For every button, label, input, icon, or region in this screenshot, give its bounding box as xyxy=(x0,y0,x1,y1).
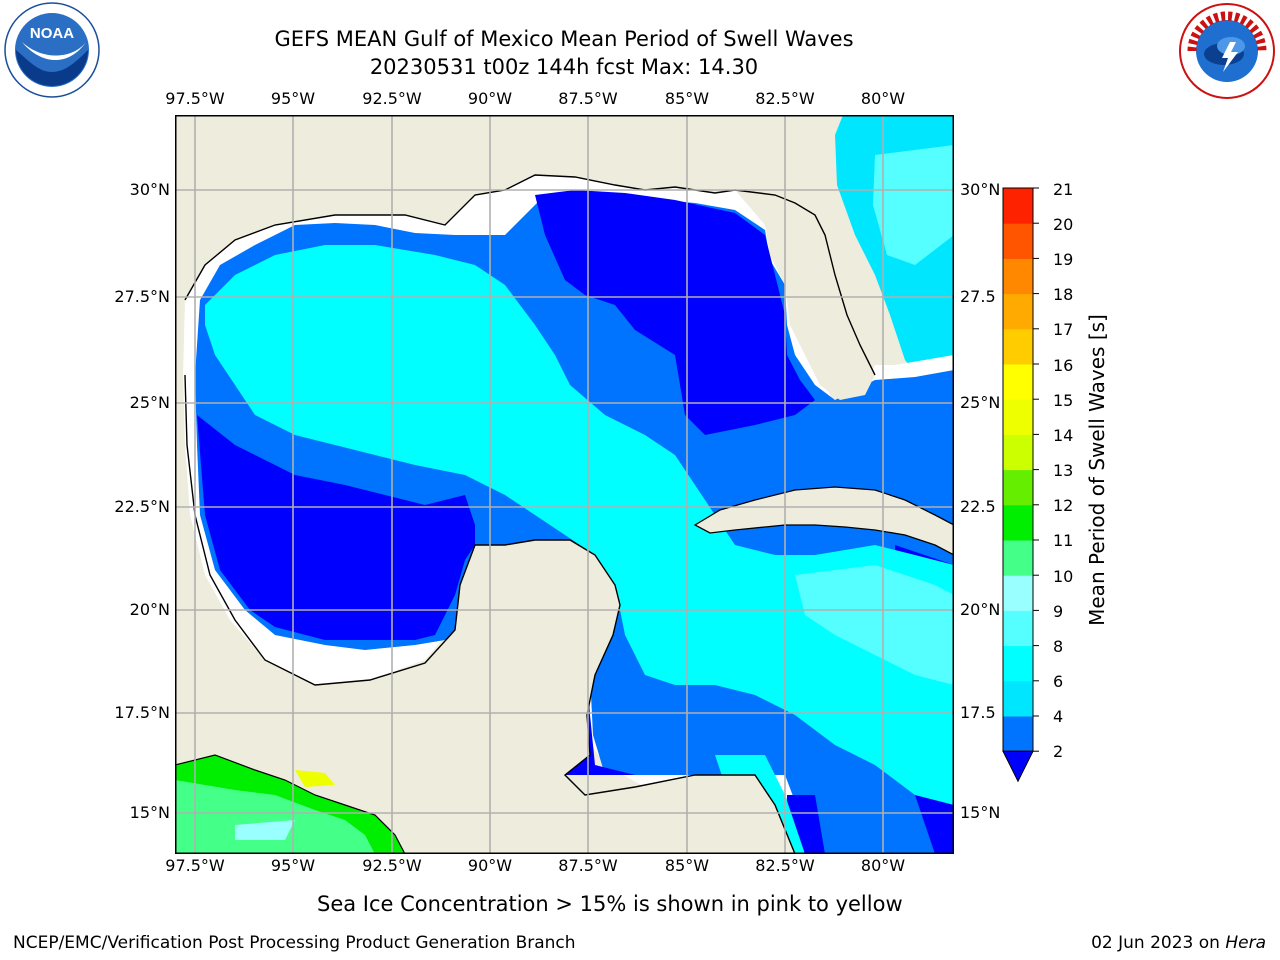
colorbar-tick-label: 15 xyxy=(1053,391,1074,410)
water-field-6-8 xyxy=(795,565,954,685)
lon-label-bottom: 80°W xyxy=(860,856,906,875)
colorbar-tick-label: 20 xyxy=(1053,215,1074,234)
water-field-under-2-east xyxy=(535,190,815,435)
colorbar-under-triangle xyxy=(1002,750,1034,783)
colorbar-tick-label: 17 xyxy=(1053,320,1074,339)
colorbar-band xyxy=(1003,434,1033,471)
colorbar-graphic xyxy=(1002,187,1039,783)
lon-label-top: 92.5°W xyxy=(362,89,422,108)
pacific-field-light xyxy=(175,780,375,854)
lon-label-top: 95°W xyxy=(270,89,316,108)
atlantic-field-light xyxy=(873,145,954,265)
lat-label-left: 15°N xyxy=(129,803,170,822)
land-florida xyxy=(735,190,875,400)
colorbar-tick-label: 8 xyxy=(1053,637,1064,656)
pacific-field-yellow xyxy=(295,770,335,787)
lon-label-top: 82.5°W xyxy=(755,89,815,108)
colorbar-band xyxy=(1003,188,1033,224)
colorbar-band xyxy=(1003,645,1033,682)
colorbar-tick-label: 12 xyxy=(1053,496,1074,515)
lon-label-bottom: 97.5°W xyxy=(165,856,225,875)
map-frame xyxy=(175,115,954,854)
coastline-south xyxy=(184,374,796,854)
footer-organization: NCEP/EMC/Verification Post Processing Pr… xyxy=(13,933,576,953)
lon-label-top: 87.5°W xyxy=(558,89,618,108)
chart-title: GEFS MEAN Gulf of Mexico Mean Period of … xyxy=(274,27,854,51)
colorbar-band xyxy=(1003,610,1033,647)
colorbar-band xyxy=(1003,223,1033,259)
lat-label-left: 20°N xyxy=(129,600,170,619)
colorbar-band xyxy=(1003,293,1033,330)
lat-label-left: 22.5°N xyxy=(114,497,170,516)
colorbar-tick-label: 11 xyxy=(1053,531,1074,550)
colorbar-tick-label: 13 xyxy=(1053,461,1074,480)
colorbar-tick-label: 14 xyxy=(1053,426,1074,445)
colorbar-tick-label: 10 xyxy=(1053,567,1074,586)
colorbar-tick-label: 16 xyxy=(1053,356,1074,375)
lat-label-right: 22.5 xyxy=(960,497,996,516)
lat-label-left: 30°N xyxy=(129,180,170,199)
lon-label-bottom: 90°W xyxy=(467,856,513,875)
coastline-north xyxy=(184,174,876,376)
lat-label-left: 25°N xyxy=(129,393,170,412)
noaa-logo-icon: NOAA xyxy=(4,2,100,98)
sea-ice-caption: Sea Ice Concentration > 15% is shown in … xyxy=(317,892,903,916)
lon-label-bottom: 92.5°W xyxy=(362,856,422,875)
footer-date: 02 Jun 2023 on Hera xyxy=(1091,933,1266,953)
lat-label-right: 27.5 xyxy=(960,287,996,306)
lon-label-top: 90°W xyxy=(467,89,513,108)
lon-label-top: 80°W xyxy=(860,89,906,108)
colorbar-tick-label: 4 xyxy=(1053,707,1064,726)
swell-period-map xyxy=(175,115,954,854)
colorbar-band xyxy=(1003,364,1033,400)
colorbar-tick-label: 21 xyxy=(1053,180,1074,199)
land-yucatan-central-america xyxy=(175,540,954,854)
colorbar-tick-label: 9 xyxy=(1053,602,1064,621)
chart-subtitle: 20230531 t00z 144h fcst Max: 14.30 xyxy=(369,55,759,79)
water-field-under-2-west xyxy=(197,415,475,640)
lat-label-right: 20°N xyxy=(960,600,1001,619)
colorbar-tick-label: 2 xyxy=(1053,742,1064,761)
colorbar-tick-label: 19 xyxy=(1053,250,1074,269)
colorbar-tick-label: 18 xyxy=(1053,285,1074,304)
colorbar-band xyxy=(1003,328,1033,365)
lat-label-right: 15°N xyxy=(960,803,1001,822)
graticule xyxy=(175,115,954,854)
colorbar-band xyxy=(1003,258,1033,295)
coastline-pacific xyxy=(175,754,406,854)
colorbar-band xyxy=(1003,469,1033,506)
colorbar-band xyxy=(1003,680,1033,717)
map-panel xyxy=(175,115,954,854)
colorbar-band xyxy=(1003,504,1033,541)
colorbar xyxy=(1000,185,1052,785)
lon-label-bottom: 95°W xyxy=(270,856,316,875)
lon-label-bottom: 82.5°W xyxy=(755,856,815,875)
lon-label-top: 85°W xyxy=(664,89,710,108)
lat-label-right: 17.5 xyxy=(960,703,996,722)
colorbar-tick-label: 6 xyxy=(1053,672,1064,691)
lat-label-right: 30°N xyxy=(960,180,1001,199)
lon-label-bottom: 85°W xyxy=(664,856,710,875)
lat-label-right: 25°N xyxy=(960,393,1001,412)
nws-logo-icon xyxy=(1178,2,1276,100)
pacific-field-cyan xyxy=(235,820,295,840)
lon-label-bottom: 87.5°W xyxy=(558,856,618,875)
lat-label-left: 17.5°N xyxy=(114,703,170,722)
colorbar-band xyxy=(1003,540,1033,576)
footer-machine: Hera xyxy=(1225,933,1266,953)
svg-text:NOAA: NOAA xyxy=(30,25,74,42)
colorbar-band xyxy=(1003,575,1033,611)
footer-date-text: 02 Jun 2023 on xyxy=(1091,933,1226,953)
colorbar-band xyxy=(1003,716,1033,752)
lon-label-top: 97.5°W xyxy=(165,89,225,108)
colorbar-band xyxy=(1003,399,1033,435)
lat-label-left: 27.5°N xyxy=(114,287,170,306)
land-cuba xyxy=(693,486,954,556)
colorbar-label: Mean Period of Swell Waves [s] xyxy=(1085,314,1109,626)
